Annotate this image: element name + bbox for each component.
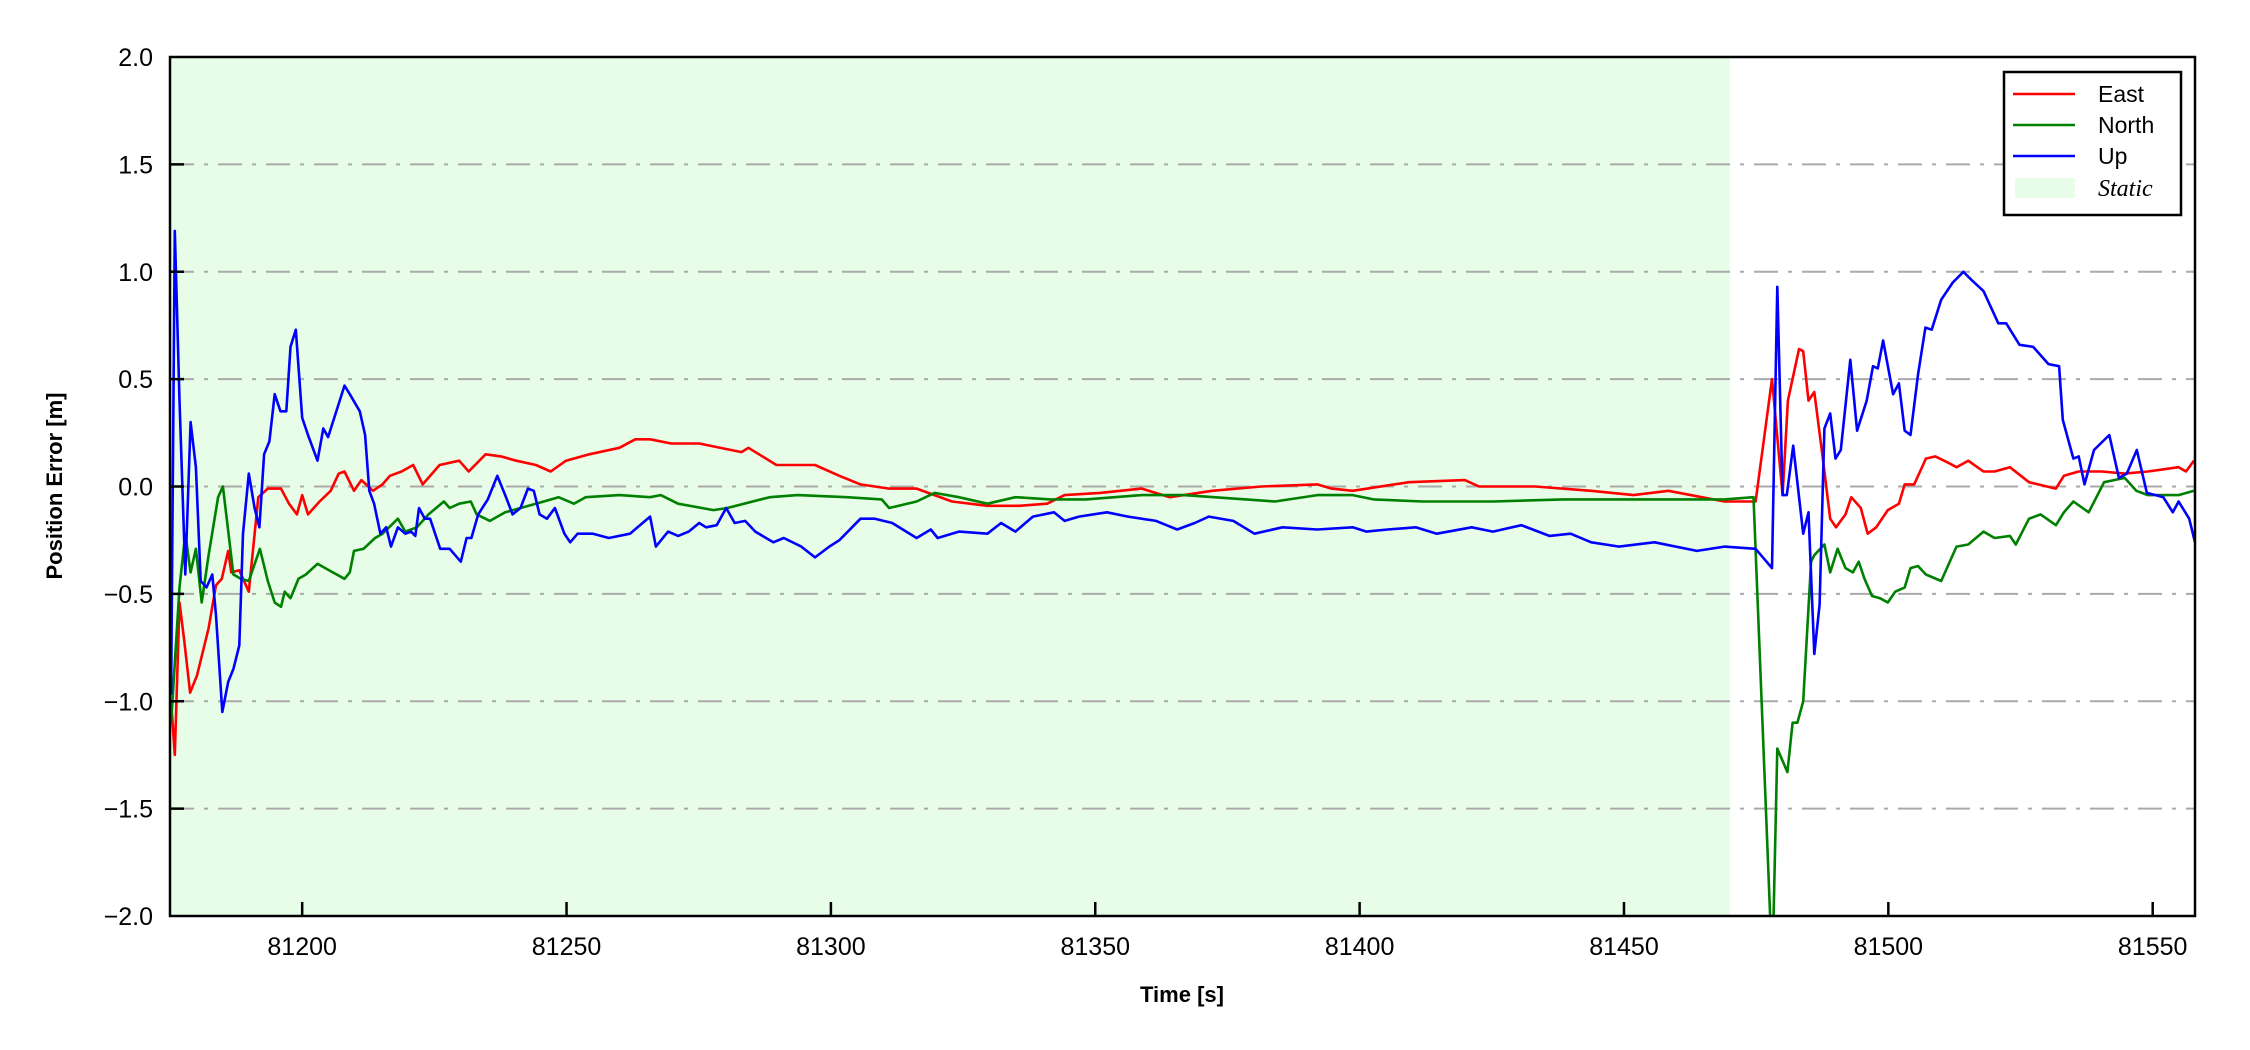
- axis-ticks: [170, 163, 2154, 916]
- x-tick-label: 81500: [1854, 933, 1924, 961]
- y-tick-label: −0.5: [104, 581, 153, 609]
- series-line-up: [170, 229, 2195, 714]
- series-group: [170, 229, 2195, 916]
- y-tick-label: 2.0: [118, 44, 153, 72]
- y-tick-label: −2.0: [104, 903, 153, 931]
- x-tick-label: 81300: [796, 933, 866, 961]
- legend: East North Up Static: [2002, 70, 2183, 217]
- x-axis-label: Time [s]: [1140, 982, 1224, 1007]
- y-tick-label: −1.0: [104, 688, 153, 716]
- x-tick-label: 81450: [1589, 933, 1659, 961]
- y-tick-label: 0.0: [118, 474, 153, 502]
- x-tick-label: 81550: [2118, 933, 2188, 961]
- series-line-east: [170, 347, 2195, 757]
- y-axis-label: Position Error [m]: [42, 392, 67, 579]
- y-tick-labels: 2.0 1.5 1.0 0.5 0.0 −0.5 −1.0 −1.5 −2.0: [104, 44, 153, 931]
- y-tick-label: 1.5: [118, 151, 153, 179]
- legend-label-up: Up: [2098, 143, 2127, 169]
- legend-label-east: East: [2098, 81, 2145, 107]
- grid-lines: [170, 163, 2195, 810]
- y-tick-label: 1.0: [118, 259, 153, 287]
- x-tick-label: 81400: [1325, 933, 1395, 961]
- legend-swatch-static: [2015, 178, 2075, 198]
- legend-label-north: North: [2098, 112, 2154, 138]
- x-tick-label: 81250: [532, 933, 602, 961]
- x-tick-labels: 81200 81250 81300 81350 81400 81450 81500 81550: [267, 933, 2187, 961]
- legend-label-static: Static: [2098, 176, 2153, 202]
- y-tick-label: 0.5: [118, 366, 153, 394]
- x-tick-label: 81350: [1060, 933, 1130, 961]
- series-line-north: [170, 476, 2195, 916]
- y-tick-label: −1.5: [104, 796, 153, 824]
- x-tick-label: 81200: [267, 933, 337, 961]
